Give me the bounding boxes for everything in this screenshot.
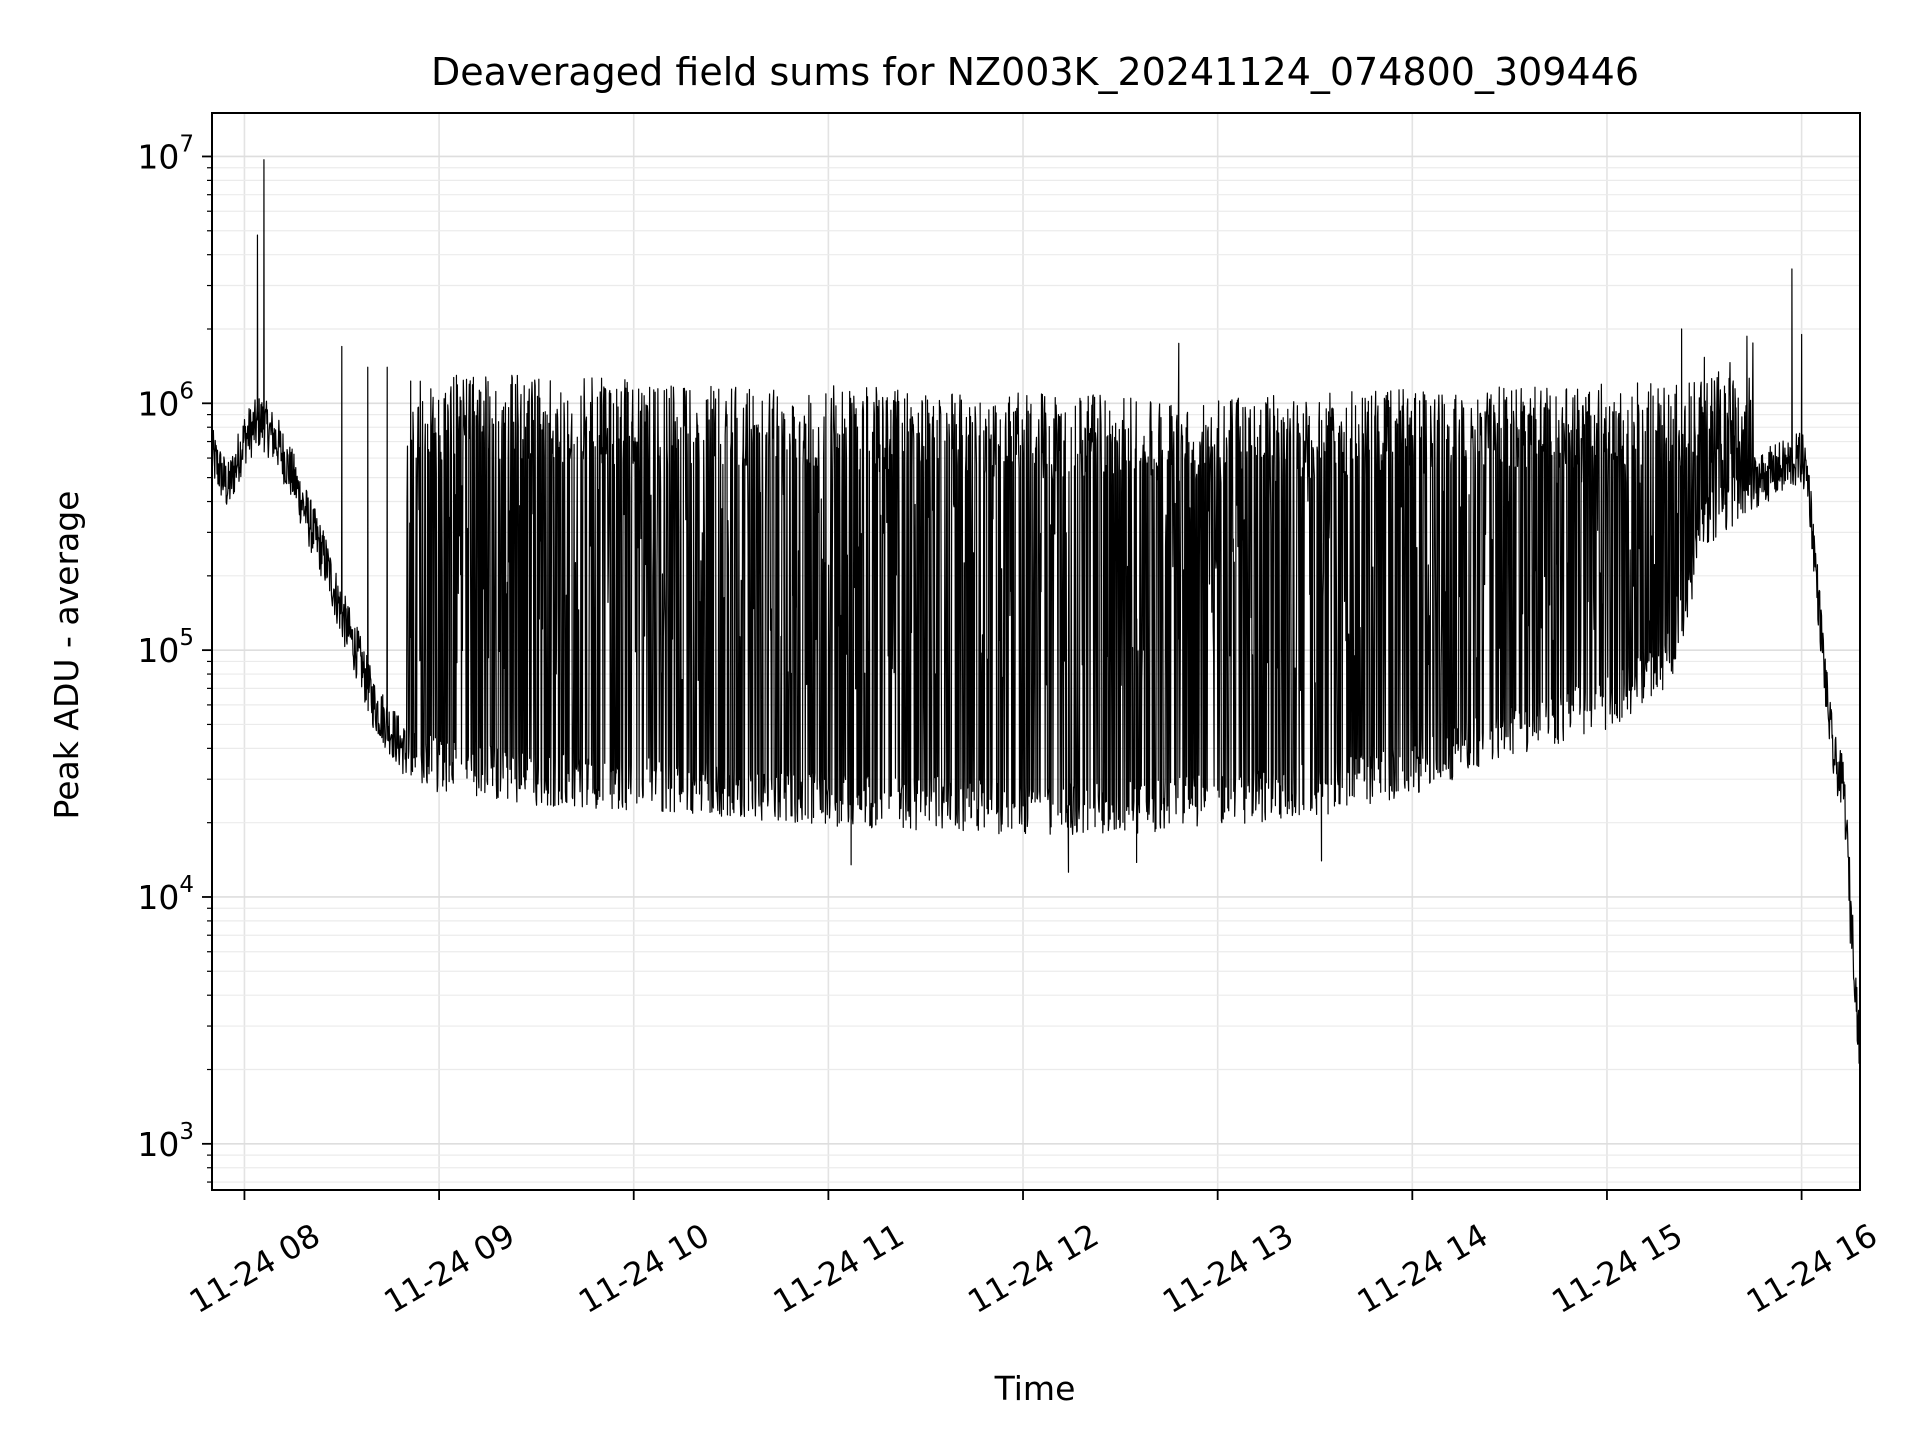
y-tick-label-base: 10 <box>137 384 179 423</box>
y-tick-label-exponent: 7 <box>179 131 194 157</box>
y-tick-label-exponent: 3 <box>179 1119 194 1145</box>
y-tick-label: 103 <box>137 1119 194 1164</box>
series-line <box>211 159 1861 1064</box>
series-layer <box>211 159 1861 1064</box>
y-axis-label: Peak ADU - average <box>47 491 86 820</box>
y-tick-label: 107 <box>137 131 194 176</box>
y-tick-label-exponent: 4 <box>179 872 194 898</box>
y-tick-label-exponent: 6 <box>179 378 194 404</box>
x-axis-label: Time <box>994 1369 1076 1408</box>
plot-area-frame <box>211 112 1861 1191</box>
y-tick-label-base: 10 <box>137 631 179 670</box>
y-tick-label-exponent: 5 <box>179 625 194 651</box>
y-tick-label-base: 10 <box>137 1125 179 1164</box>
y-tick-label-base: 10 <box>137 137 179 176</box>
y-tick-label: 105 <box>137 625 194 670</box>
y-tick-label-base: 10 <box>137 878 179 917</box>
y-tick-label: 104 <box>137 872 194 917</box>
chart-title: Deaveraged field sums for NZ003K_2024112… <box>431 50 1639 94</box>
y-tick-label: 106 <box>137 378 194 423</box>
